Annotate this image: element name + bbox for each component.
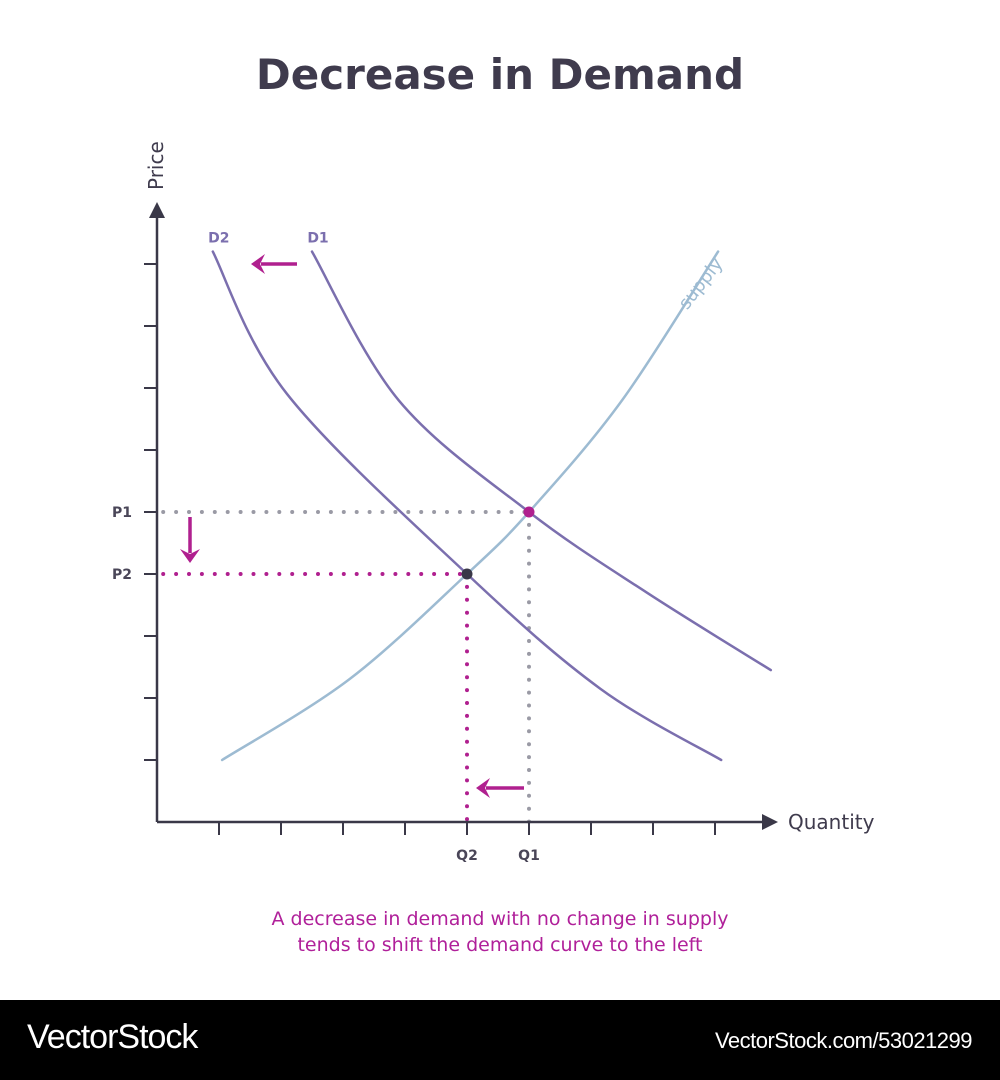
footer-bar: VectorStock VectorStock.com/53021299: [0, 1000, 1000, 1080]
curve-label-supply: supply: [674, 254, 727, 314]
price-drop-arrow-icon: [180, 549, 200, 563]
image-reference: VectorStock.com/53021299: [714, 1028, 973, 1053]
brand-logo: VectorStock: [27, 1018, 198, 1056]
quantity-drop-arrow-icon: [476, 778, 490, 798]
demand-shift-arrow-icon: [251, 254, 265, 274]
curve-label-d2: D2: [208, 231, 229, 247]
curve-d1: [310, 250, 773, 672]
x-axis-arrow-icon: [762, 814, 778, 830]
equilibrium-point-1: [523, 506, 535, 518]
x-tick-label-q1: Q1: [518, 848, 540, 864]
y-tick-label-p2: P2: [112, 567, 132, 583]
y-axis-arrow-icon: [149, 202, 165, 218]
curve-label-d1: D1: [307, 231, 328, 247]
curve-d2: [211, 250, 723, 762]
caption-line-1: A decrease in demand with no change in s…: [271, 908, 729, 930]
demand-supply-chart: P1 P2 Q2 Q1 Quantity Price D1 D2 supply: [112, 141, 875, 864]
curve-supply: [220, 250, 720, 762]
chart-title: Decrease in Demand: [255, 50, 745, 99]
y-axis-label: Price: [144, 141, 168, 190]
caption-line-2: tends to shift the demand curve to the l…: [297, 934, 703, 956]
x-tick-label-q2: Q2: [456, 848, 478, 864]
y-tick-label-p1: P1: [112, 505, 132, 521]
caption: A decrease in demand with no change in s…: [0, 906, 1000, 958]
x-axis-label: Quantity: [788, 810, 875, 834]
equilibrium-point-2: [461, 568, 473, 580]
